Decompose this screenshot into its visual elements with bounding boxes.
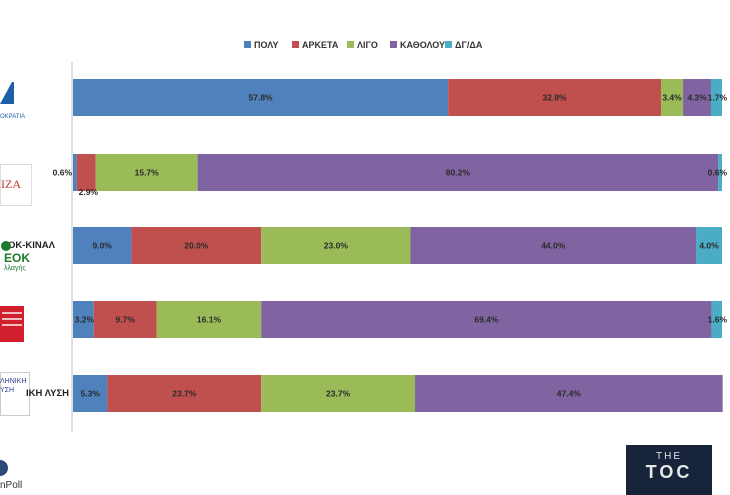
legend-label-3: ΚΑΘΟΛΟΥ xyxy=(400,40,445,50)
bar-label-2-2: 23.0% xyxy=(324,241,349,251)
logo-pasok-sub: ΕΟΚ xyxy=(4,251,31,265)
bar-segment-4-3 xyxy=(415,375,723,412)
bars-group: 57.8% 32.8% 3.4% 4.3% 1.7% 0.6% 2.9% 15.7% 80.2%… xyxy=(53,79,728,412)
bar-label-2-3: 44.0% xyxy=(541,241,566,251)
bar-label-3-3: 69.4% xyxy=(474,315,499,325)
bar-label-2-4: 4.0% xyxy=(699,241,719,251)
bar-segment-0-4 xyxy=(710,79,722,116)
nd-logo-icon xyxy=(0,82,14,104)
legend-label-1: ΑΡΚΕΤΑ xyxy=(302,40,339,50)
legend-swatch-4 xyxy=(445,41,452,48)
pasok-sun-icon xyxy=(1,241,11,251)
legend-swatch-3 xyxy=(390,41,397,48)
logo-nd: ΟΚΡΑΤΙΑ xyxy=(0,80,40,124)
bar-label-1-2: 15.7% xyxy=(135,168,160,178)
legend-swatch-2 xyxy=(347,41,354,48)
logo-pasok-text: ΟΚ-ΚΙΝΑΛ xyxy=(8,240,55,251)
bar-row-4: 5.3% 23.7% 23.7% 47.4% xyxy=(73,375,723,412)
bar-label-4-2: 23.7% xyxy=(326,389,351,399)
bar-row-2: 9.0% 20.0% 23.0% 44.0% 4.0% xyxy=(73,227,722,264)
bar-label-4-1: 23.7% xyxy=(172,389,197,399)
bar-segment-2-2 xyxy=(261,227,411,264)
bar-segment-1-3 xyxy=(197,154,719,191)
legend-label-0: ΠΟΛΥ xyxy=(254,40,278,50)
bar-segment-0-0 xyxy=(73,79,449,116)
bar-segment-2-0 xyxy=(73,227,132,264)
bar-segment-4-2 xyxy=(261,375,416,412)
bar-label-1-3: 80.2% xyxy=(446,168,471,178)
bar-label-3-2: 16.1% xyxy=(197,315,222,325)
bar-segment-0-1 xyxy=(448,79,661,116)
bar-row-0: 57.8% 32.8% 3.4% 4.3% 1.7% xyxy=(73,79,727,116)
elliniki-lysi-badge xyxy=(0,372,30,416)
kke-logo-icon xyxy=(0,306,24,342)
bar-label-3-1: 9.7% xyxy=(116,315,136,325)
bar-label-1-1: 2.9% xyxy=(79,187,99,197)
bar-label-0-1: 32.8% xyxy=(543,93,568,103)
bar-segment-3-0 xyxy=(73,301,94,338)
bar-segment-1-4 xyxy=(718,154,722,191)
bar-segment-1-2 xyxy=(95,154,198,191)
bar-segment-3-1 xyxy=(93,301,157,338)
bar-segment-1-0 xyxy=(73,154,77,191)
bar-segment-0-2 xyxy=(660,79,684,116)
bar-segment-0-3 xyxy=(683,79,711,116)
bar-segment-3-2 xyxy=(156,301,262,338)
bar-segment-4-0 xyxy=(73,375,108,412)
logo-elliniki-lysi: ΛΗΝΙΚΗ ΥΣΗ ΙΚΗ ΛΥΣΗ xyxy=(0,372,72,416)
bar-segment-3-4 xyxy=(711,301,722,338)
bar-label-0-0: 57.8% xyxy=(249,93,274,103)
pollster-text: nPoll xyxy=(0,480,23,491)
bar-segment-3-3 xyxy=(261,301,712,338)
pollster-logo: nPoll xyxy=(0,458,40,495)
logo-el-sub2: ΥΣΗ xyxy=(0,387,15,394)
legend: ΠΟΛΥ ΑΡΚΕΤΑ ΛΙΓΟ ΚΑΘΟΛΟΥ ΔΓ/ΔΑ xyxy=(244,40,483,50)
toc-badge-toc: TOC xyxy=(645,462,693,482)
logo-syriza: ΙΖΑ xyxy=(0,164,32,206)
bar-label-0-2: 3.4% xyxy=(662,93,682,103)
legend-label-4: ΔΓ/ΔΑ xyxy=(455,40,483,50)
bar-segment-2-3 xyxy=(410,227,697,264)
bar-segment-4-1 xyxy=(107,375,262,412)
legend-swatch-0 xyxy=(244,41,251,48)
bar-row-3: 3.2% 9.7% 16.1% 69.4% 1.6% xyxy=(73,301,727,338)
bar-segment-2-4 xyxy=(696,227,722,264)
bar-label-3-0: 3.2% xyxy=(75,315,95,325)
logo-nd-text: ΟΚΡΑΤΙΑ xyxy=(0,114,26,120)
the-toc-badge: THE TOC xyxy=(626,445,712,495)
bar-label-2-1: 20.0% xyxy=(184,241,209,251)
legend-swatch-1 xyxy=(292,41,299,48)
bar-row-1: 0.6% 2.9% 15.7% 80.2% 0.6% xyxy=(53,154,728,197)
bar-segment-2-1 xyxy=(131,227,262,264)
logo-pasok-sub2: λλαγής xyxy=(4,265,26,272)
logo-el-sub: ΛΗΝΙΚΗ xyxy=(0,378,27,385)
logo-pasok: ΟΚ-ΚΙΝΑΛ ΕΟΚ λλαγής xyxy=(0,234,72,276)
bar-label-4-3: 47.4% xyxy=(557,389,582,399)
legend-label-2: ΛΙΓΟ xyxy=(357,40,378,50)
bar-label-3-4: 1.6% xyxy=(708,315,728,325)
logo-kke xyxy=(0,304,26,344)
bar-label-1-4: 0.6% xyxy=(708,168,728,178)
bar-label-2-0: 9.0% xyxy=(93,241,113,251)
pollster-dot-icon xyxy=(0,460,8,476)
toc-badge-the: THE xyxy=(656,451,682,462)
bar-label-1-0: 0.6% xyxy=(53,168,73,178)
bar-label-4-0: 5.3% xyxy=(81,389,101,399)
bar-label-0-3: 4.3% xyxy=(687,93,707,103)
bar-segment-1-1 xyxy=(76,154,96,191)
bar-label-0-4: 1.7% xyxy=(708,93,728,103)
logo-syriza-text: ΙΖΑ xyxy=(1,177,21,191)
logo-el-text: ΙΚΗ ΛΥΣΗ xyxy=(26,388,70,399)
